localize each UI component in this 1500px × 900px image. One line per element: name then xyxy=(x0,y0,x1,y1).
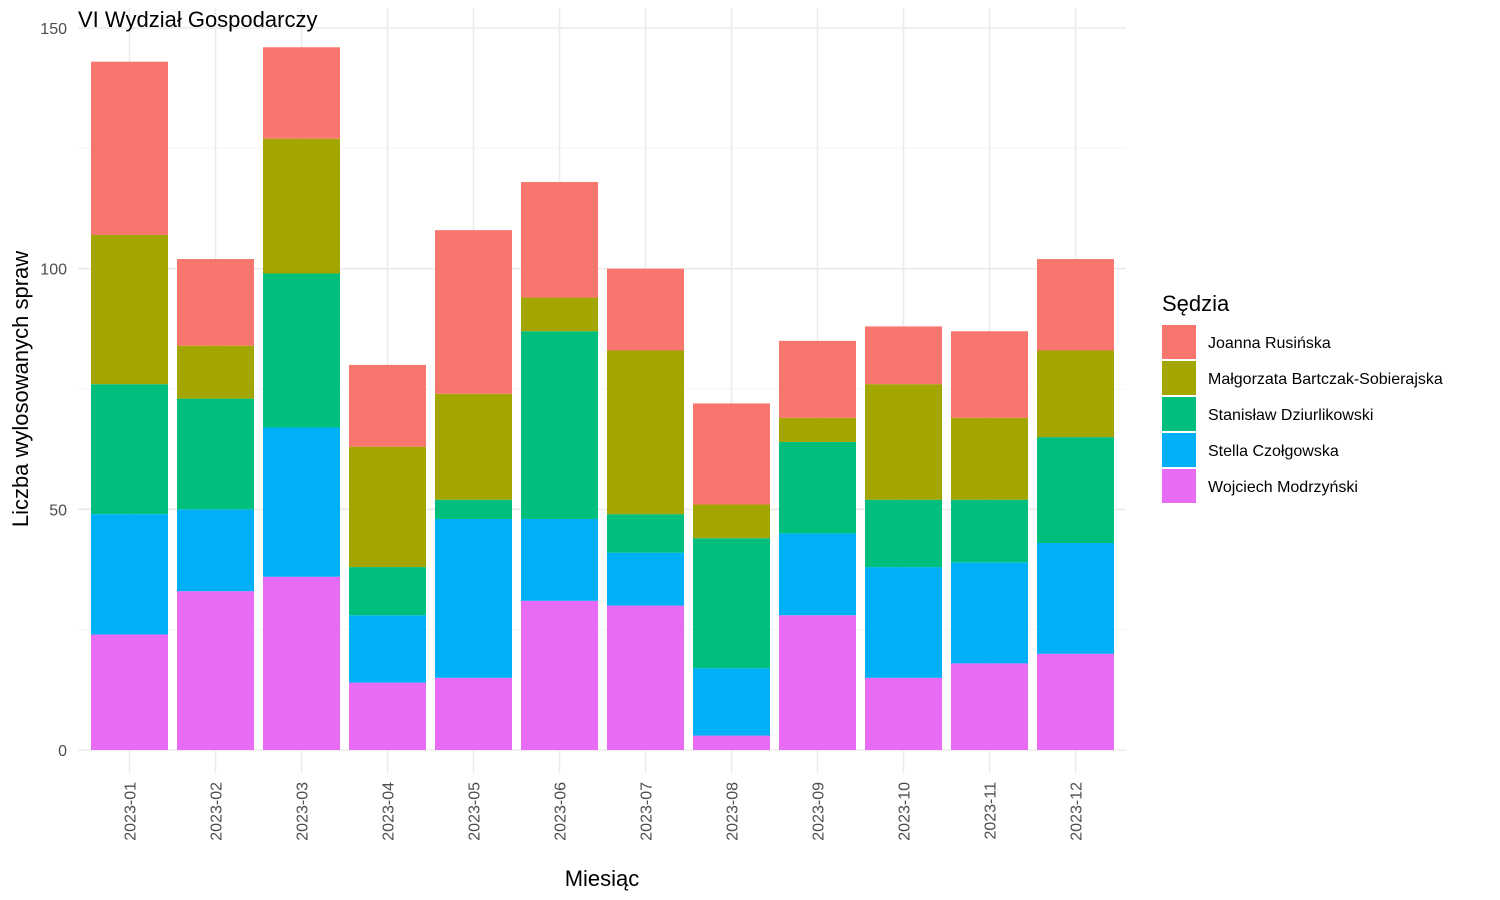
legend-label: Stella Czołgowska xyxy=(1208,443,1339,460)
bar-segment xyxy=(951,417,1028,500)
bar-segment xyxy=(1037,653,1114,750)
bar-segment xyxy=(521,600,598,750)
bar-segment xyxy=(693,668,770,736)
legend-label: Małgorzata Bartczak-Sobierajska xyxy=(1208,371,1443,388)
x-tick-label: 2023-09 xyxy=(811,782,828,841)
bar-segment xyxy=(177,509,254,592)
bar-segment xyxy=(521,518,598,601)
bar-segment xyxy=(349,567,426,616)
bar-segment xyxy=(91,634,168,750)
bar-segment xyxy=(349,682,426,750)
bar-segment xyxy=(435,393,512,500)
bar-segment xyxy=(91,61,168,235)
x-axis-ticks: 2023-01 2023-02 2023-03 2023-04 2023-05 2023-… xyxy=(123,782,1086,841)
y-tick-label: 50 xyxy=(49,502,67,519)
bar-segment xyxy=(521,331,598,519)
x-tick-label: 2023-06 xyxy=(553,782,570,841)
legend-swatch xyxy=(1162,397,1196,431)
legend: Sędzia Joanna Rusińska Małgorzata Bartcza… xyxy=(1162,291,1443,503)
y-tick-label: 150 xyxy=(40,21,67,38)
legend-label: Wojciech Modrzyński xyxy=(1208,479,1358,496)
legend-label: Stanisław Dziurlikowski xyxy=(1208,407,1373,424)
bar-segment xyxy=(865,384,942,500)
bar-segment xyxy=(521,297,598,332)
legend-label: Joanna Rusińska xyxy=(1208,335,1331,352)
bar-segment xyxy=(1037,437,1114,544)
bar-segment xyxy=(349,615,426,683)
bar-segment xyxy=(779,533,856,616)
bar-segment xyxy=(865,326,942,385)
x-tick-label: 2023-12 xyxy=(1069,782,1086,841)
bar-segment xyxy=(779,417,856,442)
bar-segment xyxy=(91,514,168,635)
bar-segment xyxy=(177,259,254,346)
legend-swatch xyxy=(1162,469,1196,503)
bar-segment xyxy=(693,735,770,750)
bar-segment xyxy=(435,499,512,519)
x-tick-label: 2023-05 xyxy=(467,782,484,841)
y-axis-title: Liczba wylosowanych spraw xyxy=(8,251,33,527)
x-tick-label: 2023-02 xyxy=(209,782,226,841)
bar-segment xyxy=(607,552,684,606)
bar-segment xyxy=(951,499,1028,563)
bar-segment xyxy=(1037,350,1114,438)
bar-segment xyxy=(865,499,942,568)
y-tick-label: 100 xyxy=(40,262,67,279)
bar-segment xyxy=(951,331,1028,418)
bar-segment xyxy=(693,504,770,539)
x-tick-label: 2023-08 xyxy=(725,782,742,841)
x-tick-label: 2023-10 xyxy=(897,782,914,841)
bar-segment xyxy=(607,605,684,750)
legend-title: Sędzia xyxy=(1162,291,1230,316)
bar-segment xyxy=(1037,543,1114,654)
bar-segment xyxy=(521,182,598,298)
bar-segment xyxy=(865,677,942,750)
bar-segment xyxy=(435,230,512,394)
bar-segment xyxy=(865,567,942,678)
bar-segment xyxy=(435,518,512,678)
bar-segment xyxy=(177,398,254,510)
bar-segment xyxy=(349,364,426,447)
bar-segment xyxy=(779,615,856,750)
bars xyxy=(91,47,1114,750)
legend-swatch xyxy=(1162,433,1196,467)
bar-segment xyxy=(435,677,512,750)
bar-segment xyxy=(951,562,1028,664)
chart-title: VI Wydział Gospodarczy xyxy=(78,7,317,32)
y-tick-label: 0 xyxy=(58,743,67,760)
x-tick-label: 2023-03 xyxy=(295,782,312,841)
bar-segment xyxy=(177,345,254,399)
bar-segment xyxy=(263,273,340,428)
x-tick-label: 2023-01 xyxy=(123,782,140,841)
bar-segment xyxy=(779,340,856,418)
bar-segment xyxy=(779,441,856,534)
bar-segment xyxy=(951,663,1028,750)
legend-swatch xyxy=(1162,325,1196,359)
bar-segment xyxy=(693,403,770,505)
bar-segment xyxy=(263,576,340,750)
bar-segment xyxy=(607,514,684,553)
bar-segment xyxy=(607,268,684,351)
bar-segment xyxy=(263,138,340,274)
y-axis-ticks: 0 50 100 150 xyxy=(40,21,67,760)
bar-segment xyxy=(263,47,340,139)
bar-segment xyxy=(349,446,426,568)
x-axis-title: Miesiąc xyxy=(565,866,640,891)
bar-segment xyxy=(91,234,168,385)
bar-segment xyxy=(177,591,254,750)
bar-segment xyxy=(263,427,340,577)
x-tick-label: 2023-04 xyxy=(381,782,398,841)
bar-segment xyxy=(1037,259,1114,351)
legend-items: Joanna Rusińska Małgorzata Bartczak-Sobie… xyxy=(1162,325,1443,503)
x-tick-label: 2023-11 xyxy=(983,782,1000,840)
x-tick-label: 2023-07 xyxy=(639,782,656,841)
legend-swatch xyxy=(1162,361,1196,395)
bar-segment xyxy=(693,538,770,669)
bar-segment xyxy=(91,384,168,515)
bar-segment xyxy=(607,350,684,515)
